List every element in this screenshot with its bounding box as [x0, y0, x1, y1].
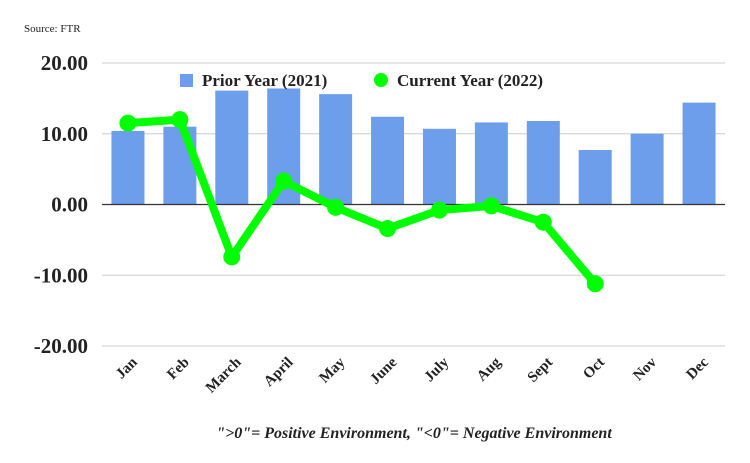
point-jan — [119, 114, 137, 132]
bar-july — [422, 128, 456, 205]
y-tick-label: -10.00 — [34, 263, 88, 287]
bar-series — [111, 88, 716, 205]
bar-jan — [111, 130, 145, 205]
legend-bar-label: Prior Year (2021) — [202, 71, 327, 90]
x-tick-label: April — [261, 355, 296, 390]
bar-june — [371, 116, 405, 205]
legend-bar-swatch — [180, 74, 193, 87]
bar-aug — [474, 122, 508, 205]
bar-sept — [526, 121, 560, 205]
x-tick-label: March — [203, 354, 245, 396]
x-tick-label: Nov — [630, 354, 660, 384]
y-tick-label: 10.00 — [41, 122, 88, 146]
line-series — [119, 111, 604, 293]
bar-may — [319, 94, 353, 205]
x-tick-label: May — [317, 354, 349, 386]
x-tick-label: Dec — [683, 354, 712, 383]
y-tick-label: -20.00 — [34, 334, 88, 358]
bar-dec — [682, 102, 716, 205]
legend-line-label: Current Year (2022) — [397, 71, 543, 90]
bar-oct — [578, 150, 612, 205]
y-tick-label: 20.00 — [41, 51, 88, 75]
x-axis-ticks: Jan Feb March April May June July Aug Sept Oct Nov… — [113, 354, 712, 396]
x-tick-label: Feb — [164, 355, 192, 383]
x-tick-label: Aug — [474, 354, 505, 385]
x-tick-label: Sept — [525, 355, 556, 386]
point-march — [223, 248, 241, 266]
bar-nov — [630, 133, 664, 205]
grid-lines — [102, 62, 725, 347]
bar-march — [215, 90, 249, 205]
point-sept — [534, 213, 552, 231]
point-aug — [482, 197, 500, 215]
footnote: ">0"= Positive Environment, "<0"= Negati… — [216, 425, 612, 442]
current-year-line — [123, 115, 600, 288]
legend-line-swatch — [374, 73, 388, 87]
legend: Prior Year (2021) Current Year (2022) — [180, 71, 543, 90]
y-axis-ticks: 20.00 10.00 0.00 -10.00 -20.00 — [34, 51, 88, 358]
x-tick-label: June — [367, 354, 400, 387]
x-tick-label: Jan — [113, 354, 141, 382]
source-label: Source: FTR — [24, 23, 81, 35]
point-july — [430, 201, 448, 219]
x-tick-label: Oct — [580, 355, 608, 383]
point-april — [275, 172, 293, 190]
point-june — [379, 220, 397, 238]
point-may — [327, 198, 345, 216]
point-oct — [586, 275, 604, 293]
x-tick-label: July — [422, 354, 453, 385]
point-feb — [171, 111, 189, 129]
y-tick-label: 0.00 — [51, 193, 88, 217]
bar-feb — [163, 126, 197, 205]
